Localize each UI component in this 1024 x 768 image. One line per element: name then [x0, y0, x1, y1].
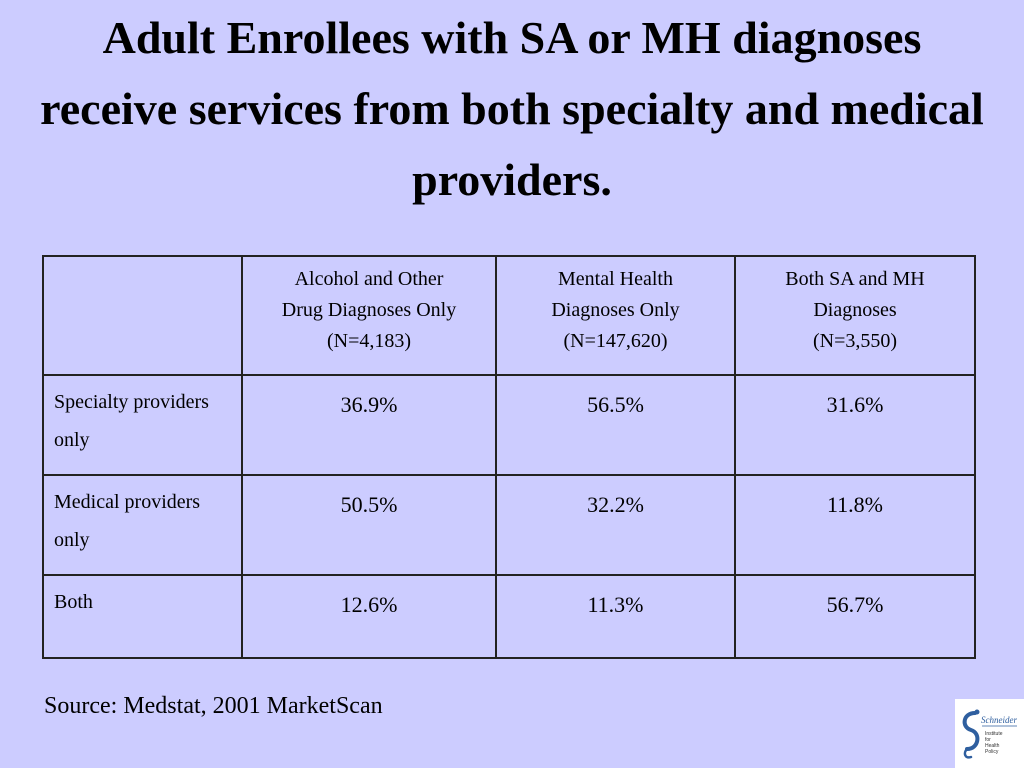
column-header-line: Alcohol and Other: [294, 268, 444, 290]
svg-text:Policy: Policy: [985, 749, 999, 755]
table-cell: 11.3%: [495, 574, 736, 659]
column-header-line: (N=3,550): [812, 330, 898, 352]
column-header-line: Diagnoses: [813, 299, 897, 321]
column-header-line: (N=147,620): [563, 330, 668, 352]
column-header-line: Diagnoses Only: [551, 299, 680, 321]
table-row: Specialty providers only 36.9% 56.5% 31.…: [42, 374, 976, 476]
column-header-aod-only: Alcohol and Other Drug Diagnoses Only (N…: [241, 255, 497, 376]
schneider-institute-logo: Schneider Institute for Health Policy: [955, 699, 1024, 768]
svg-text:for: for: [985, 737, 991, 743]
table-cell: 56.5%: [495, 374, 736, 476]
slide-title: Adult Enrollees with SA or MH diagnoses …: [40, 12, 984, 205]
svg-text:Health: Health: [985, 743, 1000, 749]
table-cell: 12.6%: [241, 574, 497, 659]
column-header-both-sa-mh: Both SA and MH Diagnoses (N=3,550): [734, 255, 976, 376]
column-header-line: Drug Diagnoses Only: [281, 299, 457, 321]
table-cell: 32.2%: [495, 474, 736, 576]
schneider-logo-icon: Schneider Institute for Health Policy: [962, 709, 1017, 759]
column-header-line: Both SA and MH: [785, 268, 925, 290]
svg-text:Schneider: Schneider: [981, 715, 1017, 725]
table-corner-cell: [42, 255, 243, 376]
row-header-both: Both: [42, 574, 243, 659]
row-header-specialty-only: Specialty providers only: [42, 374, 243, 476]
table-cell: 31.6%: [734, 374, 976, 476]
table-cell: 50.5%: [241, 474, 497, 576]
table-row: Medical providers only 50.5% 32.2% 11.8%: [42, 474, 976, 576]
row-header-medical-only: Medical providers only: [42, 474, 243, 576]
table-row: Both 12.6% 11.3% 56.7%: [42, 574, 976, 659]
table-cell: 56.7%: [734, 574, 976, 659]
table-cell: 11.8%: [734, 474, 976, 576]
column-header-line: (N=4,183): [326, 330, 412, 352]
enrollee-services-table: Alcohol and Other Drug Diagnoses Only (N…: [42, 255, 976, 659]
svg-text:Institute: Institute: [985, 731, 1003, 737]
column-header-line: Mental Health: [558, 268, 673, 290]
table-header-row: Alcohol and Other Drug Diagnoses Only (N…: [42, 255, 976, 376]
table-cell: 36.9%: [241, 374, 497, 476]
source-note: Source: Medstat, 2001 MarketScan: [44, 693, 383, 719]
column-header-mh-only: Mental Health Diagnoses Only (N=147,620): [495, 255, 736, 376]
